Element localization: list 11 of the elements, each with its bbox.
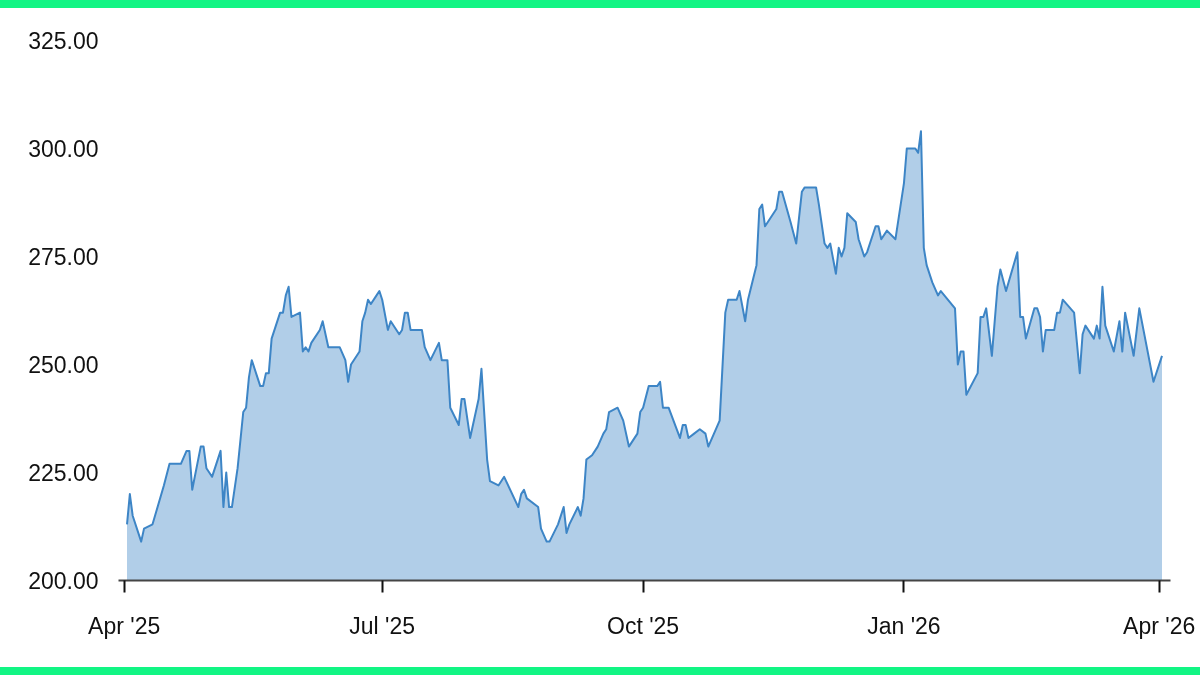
y-tick-label: 300.00 — [28, 136, 99, 162]
x-tick-label: Apr '25 — [88, 612, 161, 639]
x-tick-label: Apr '26 — [1123, 612, 1196, 639]
y-tick-label: 325.00 — [28, 28, 99, 54]
y-tick-label: 225.00 — [28, 460, 99, 486]
y-tick-label: 275.00 — [28, 244, 99, 270]
x-tick-label: Jul '25 — [349, 612, 416, 639]
y-tick-label: 200.00 — [28, 568, 99, 594]
y-tick-label: 250.00 — [28, 352, 99, 378]
x-tick-label: Jan '26 — [867, 612, 941, 639]
x-tick-label: Oct '25 — [607, 612, 680, 639]
